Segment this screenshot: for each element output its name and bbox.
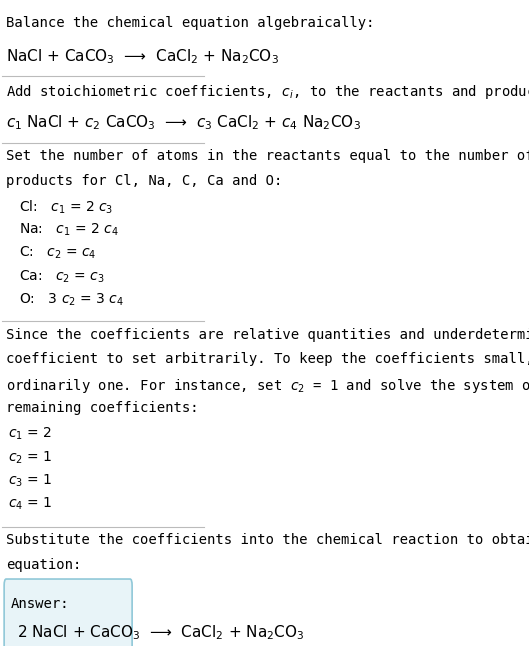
Text: Since the coefficients are relative quantities and underdetermined, choose a: Since the coefficients are relative quan… <box>6 327 529 342</box>
Text: Answer:: Answer: <box>11 597 69 611</box>
Text: coefficient to set arbitrarily. To keep the coefficients small, the arbitrary va: coefficient to set arbitrarily. To keep … <box>6 352 529 366</box>
Text: O:   3 $c_2$ = 3 $c_4$: O: 3 $c_2$ = 3 $c_4$ <box>19 291 124 308</box>
Text: Na:   $c_1$ = 2 $c_4$: Na: $c_1$ = 2 $c_4$ <box>19 222 118 238</box>
Text: Add stoichiometric coefficients, $c_i$, to the reactants and products:: Add stoichiometric coefficients, $c_i$, … <box>6 83 529 101</box>
Text: C:   $c_2$ = $c_4$: C: $c_2$ = $c_4$ <box>19 245 96 261</box>
Text: $c_2$ = 1: $c_2$ = 1 <box>8 449 52 466</box>
Text: remaining coefficients:: remaining coefficients: <box>6 401 199 415</box>
Text: $c_1$ = 2: $c_1$ = 2 <box>8 426 52 443</box>
Text: products for Cl, Na, C, Ca and O:: products for Cl, Na, C, Ca and O: <box>6 174 282 188</box>
Text: Balance the chemical equation algebraically:: Balance the chemical equation algebraica… <box>6 16 375 30</box>
FancyBboxPatch shape <box>4 579 132 647</box>
Text: $c_1$ NaCl + $c_2$ CaCO$_3$  ⟶  $c_3$ CaCl$_2$ + $c_4$ Na$_2$CO$_3$: $c_1$ NaCl + $c_2$ CaCO$_3$ ⟶ $c_3$ CaCl… <box>6 114 361 133</box>
Text: $c_3$ = 1: $c_3$ = 1 <box>8 472 52 488</box>
Text: 2 NaCl + CaCO$_3$  ⟶  CaCl$_2$ + Na$_2$CO$_3$: 2 NaCl + CaCO$_3$ ⟶ CaCl$_2$ + Na$_2$CO$… <box>16 623 304 642</box>
Text: equation:: equation: <box>6 558 81 572</box>
Text: Substitute the coefficients into the chemical reaction to obtain the balanced: Substitute the coefficients into the che… <box>6 533 529 547</box>
Text: Set the number of atoms in the reactants equal to the number of atoms in the: Set the number of atoms in the reactants… <box>6 149 529 163</box>
Text: Ca:   $c_2$ = $c_3$: Ca: $c_2$ = $c_3$ <box>19 269 104 285</box>
Text: NaCl + CaCO$_3$  ⟶  CaCl$_2$ + Na$_2$CO$_3$: NaCl + CaCO$_3$ ⟶ CaCl$_2$ + Na$_2$CO$_3… <box>6 47 279 66</box>
Text: Cl:   $c_1$ = 2 $c_3$: Cl: $c_1$ = 2 $c_3$ <box>19 199 113 216</box>
Text: $c_4$ = 1: $c_4$ = 1 <box>8 496 52 512</box>
Text: ordinarily one. For instance, set $c_2$ = 1 and solve the system of equations fo: ordinarily one. For instance, set $c_2$ … <box>6 377 529 395</box>
